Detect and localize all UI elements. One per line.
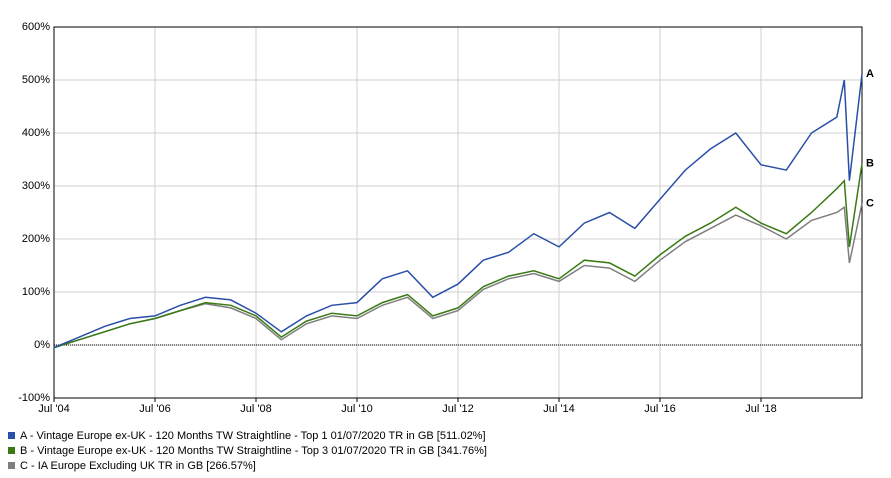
legend-label: C - IA Europe Excluding UK TR in GB [266…	[20, 460, 256, 472]
x-tick-label: Jul '12	[442, 403, 473, 415]
legend-label: A - Vintage Europe ex-UK - 120 Months TW…	[20, 430, 486, 442]
x-tick-label: Jul '10	[341, 403, 372, 415]
y-tick-label: 0%	[34, 339, 50, 351]
legend-label: B - Vintage Europe ex-UK - 120 Months TW…	[20, 445, 487, 457]
legend-swatch	[8, 447, 15, 454]
x-tick-label: Jul '08	[240, 403, 271, 415]
legend-swatch	[8, 462, 15, 469]
y-tick-label: 500%	[22, 74, 50, 86]
x-tick-label: Jul '16	[644, 403, 675, 415]
end-label: B	[866, 158, 874, 170]
series-line	[53, 74, 863, 349]
end-label: C	[866, 197, 874, 209]
x-tick-label: Jul '06	[139, 403, 170, 415]
y-tick-label: 300%	[22, 180, 50, 192]
series-line	[53, 163, 863, 349]
plot-frame	[53, 26, 863, 399]
end-label: A	[866, 68, 874, 80]
x-tick-label: Jul '14	[543, 403, 574, 415]
y-tick-label: 400%	[22, 127, 50, 139]
y-tick-label: 600%	[22, 21, 50, 33]
x-tick-label: Jul '04	[38, 403, 69, 415]
legend-swatch	[8, 432, 15, 439]
y-tick-label: -100%	[18, 392, 50, 404]
x-tick-label: Jul '18	[745, 403, 776, 415]
y-tick-label: 200%	[22, 233, 50, 245]
y-tick-label: 100%	[22, 286, 50, 298]
